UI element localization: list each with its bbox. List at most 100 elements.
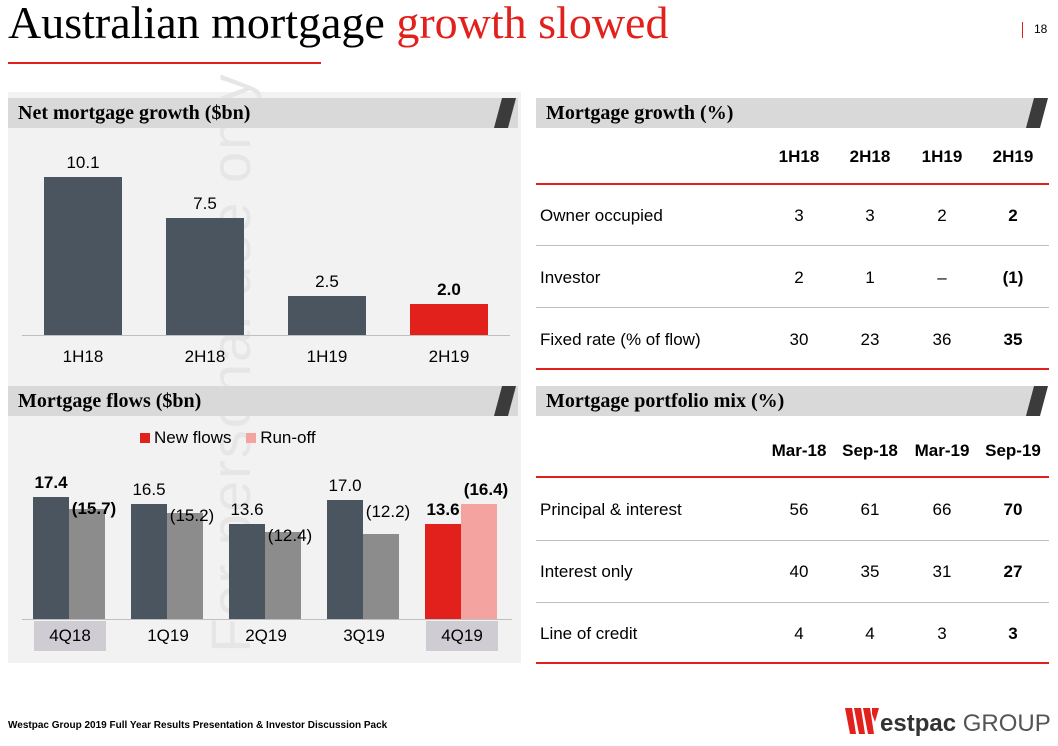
growth-col-header: 2H18: [849, 147, 891, 166]
mix-cell: 56: [789, 500, 809, 519]
footer-text: Westpac Group 2019 Full Year Results Pre…: [8, 720, 388, 731]
growth-cell: 23: [860, 330, 880, 349]
run-off-value-label: (15.7): [71, 499, 117, 519]
growth-row-label: Investor: [540, 268, 601, 287]
growth-cell: 2: [937, 206, 947, 225]
legend-swatch-new-flows: [140, 433, 150, 443]
mix-col-header: Sep-18: [842, 441, 898, 460]
growth-cell: 35: [1003, 330, 1023, 349]
flows-chart: 17.4 (15.7) 4Q18 16.5 (15.2) 1Q19 13.6 (12.4) 2Q…: [22, 450, 518, 660]
title-part2-highlight: growth slowed: [396, 0, 669, 48]
legend-label-new-flows: New flows: [154, 428, 232, 447]
growth-col-header: 1H18: [778, 147, 820, 166]
net-growth-axis-line: [22, 335, 510, 336]
new-flows-bar: [33, 497, 69, 619]
mix-cell: 70: [1003, 500, 1023, 519]
table-rule: [536, 368, 1049, 370]
page-title: Australian mortgage growth slowed: [8, 0, 668, 49]
growth-cell: 3: [865, 206, 875, 225]
net-growth-header: [8, 98, 518, 128]
growth-col-header: 2H19: [992, 147, 1034, 166]
page-number-divider: [1022, 22, 1023, 38]
table-divider: [536, 307, 1049, 308]
mix-col-header: Sep-19: [985, 441, 1041, 460]
run-off-bar: [69, 509, 105, 619]
net-growth-value-label: 2.5: [315, 271, 339, 291]
run-off-bar: [363, 533, 399, 619]
new-flows-bar: [327, 500, 363, 619]
net-growth-category-label: 2H19: [428, 347, 470, 366]
new-flows-bar: [229, 523, 265, 619]
growth-cell: 1: [865, 268, 875, 287]
run-off-value-label: (12.2): [365, 502, 411, 521]
flows-category-label: 2Q19: [245, 626, 287, 645]
net-growth-category-label: 1H18: [62, 347, 104, 366]
mix-cell: 3: [1008, 624, 1018, 643]
mix-row-label: Principal & interest: [540, 500, 682, 519]
net-growth-bar: [410, 303, 488, 335]
growth-cell: 30: [789, 330, 809, 349]
mix-table-title: Mortgage portfolio mix (%): [546, 390, 785, 412]
new-flows-value-label: 16.5: [132, 479, 166, 499]
mix-row-label: Line of credit: [540, 624, 638, 643]
net-growth-bar: [288, 295, 366, 335]
run-off-value-label: (15.2): [169, 505, 215, 525]
logo-group: GROUP: [962, 710, 1051, 737]
new-flows-value-label: 17.4: [34, 473, 68, 493]
mix-cell: 40: [789, 562, 809, 581]
legend-swatch-run-off: [246, 433, 257, 443]
net-growth-bar: [44, 177, 122, 335]
new-flows-bar: [425, 523, 461, 619]
mix-cell: 3: [937, 624, 947, 643]
flows-category-label: 4Q19: [426, 621, 498, 651]
title-part1: Australian mortgage: [8, 0, 397, 48]
title-underline: [8, 62, 321, 64]
page-number: 18: [1034, 22, 1048, 36]
table-divider: [536, 540, 1049, 541]
mix-cell: 27: [1003, 562, 1023, 581]
net-growth-title: Net mortgage growth ($bn): [18, 102, 251, 124]
new-flows-value-label: 17.0: [328, 476, 362, 495]
mix-col-header: Mar-18: [771, 441, 827, 460]
westpac-w-logo-icon: [845, 708, 879, 734]
growth-cell: 36: [932, 330, 952, 349]
flows-category-label: 1Q19: [147, 626, 189, 645]
net-growth-bar: [166, 217, 244, 335]
growth-cell: 2: [794, 268, 804, 287]
growth-table-title: Mortgage growth (%): [546, 102, 734, 124]
table-rule: [536, 183, 1049, 185]
run-off-bar: [167, 512, 203, 619]
growth-row-label: Fixed rate (% of flow): [540, 330, 701, 349]
growth-cell: 2: [1008, 206, 1018, 225]
growth-col-header: 1H19: [921, 147, 963, 166]
flows-legend: New flows Run-off: [140, 428, 316, 448]
mix-table-header: [536, 386, 1036, 416]
mix-col-header: Mar-19: [914, 441, 970, 460]
net-growth-category-label: 1H19: [306, 347, 348, 366]
growth-cell: –: [937, 268, 947, 287]
westpac-logo-text: estpac GROUP: [880, 710, 1051, 738]
table-divider: [536, 245, 1049, 246]
new-flows-value-label: 13.6: [230, 499, 264, 519]
table-divider: [536, 602, 1049, 603]
run-off-value-label: (16.4): [463, 480, 509, 500]
net-growth-category-label: 2H18: [184, 347, 226, 366]
net-growth-value-label: 2.0: [437, 279, 461, 299]
logo-brand: estpac: [880, 710, 957, 737]
new-flows-bar: [131, 503, 167, 619]
mix-cell: 35: [860, 562, 880, 581]
growth-cell: (1): [1002, 268, 1024, 287]
mix-cell: 4: [865, 624, 875, 643]
mix-cell: 31: [932, 562, 952, 581]
run-off-bar: [265, 532, 301, 619]
mix-cell: 4: [794, 624, 804, 643]
mix-row-label: Interest only: [540, 562, 633, 581]
net-growth-value-label: 10.1: [66, 153, 100, 172]
run-off-bar: [461, 504, 497, 619]
flows-category-label: 3Q19: [343, 626, 385, 645]
flows-axis-line: [22, 619, 512, 620]
flows-header: [8, 386, 518, 416]
run-off-value-label: (12.4): [267, 525, 313, 545]
growth-row-label: Owner occupied: [540, 206, 663, 225]
flows-title: Mortgage flows ($bn): [18, 390, 202, 412]
